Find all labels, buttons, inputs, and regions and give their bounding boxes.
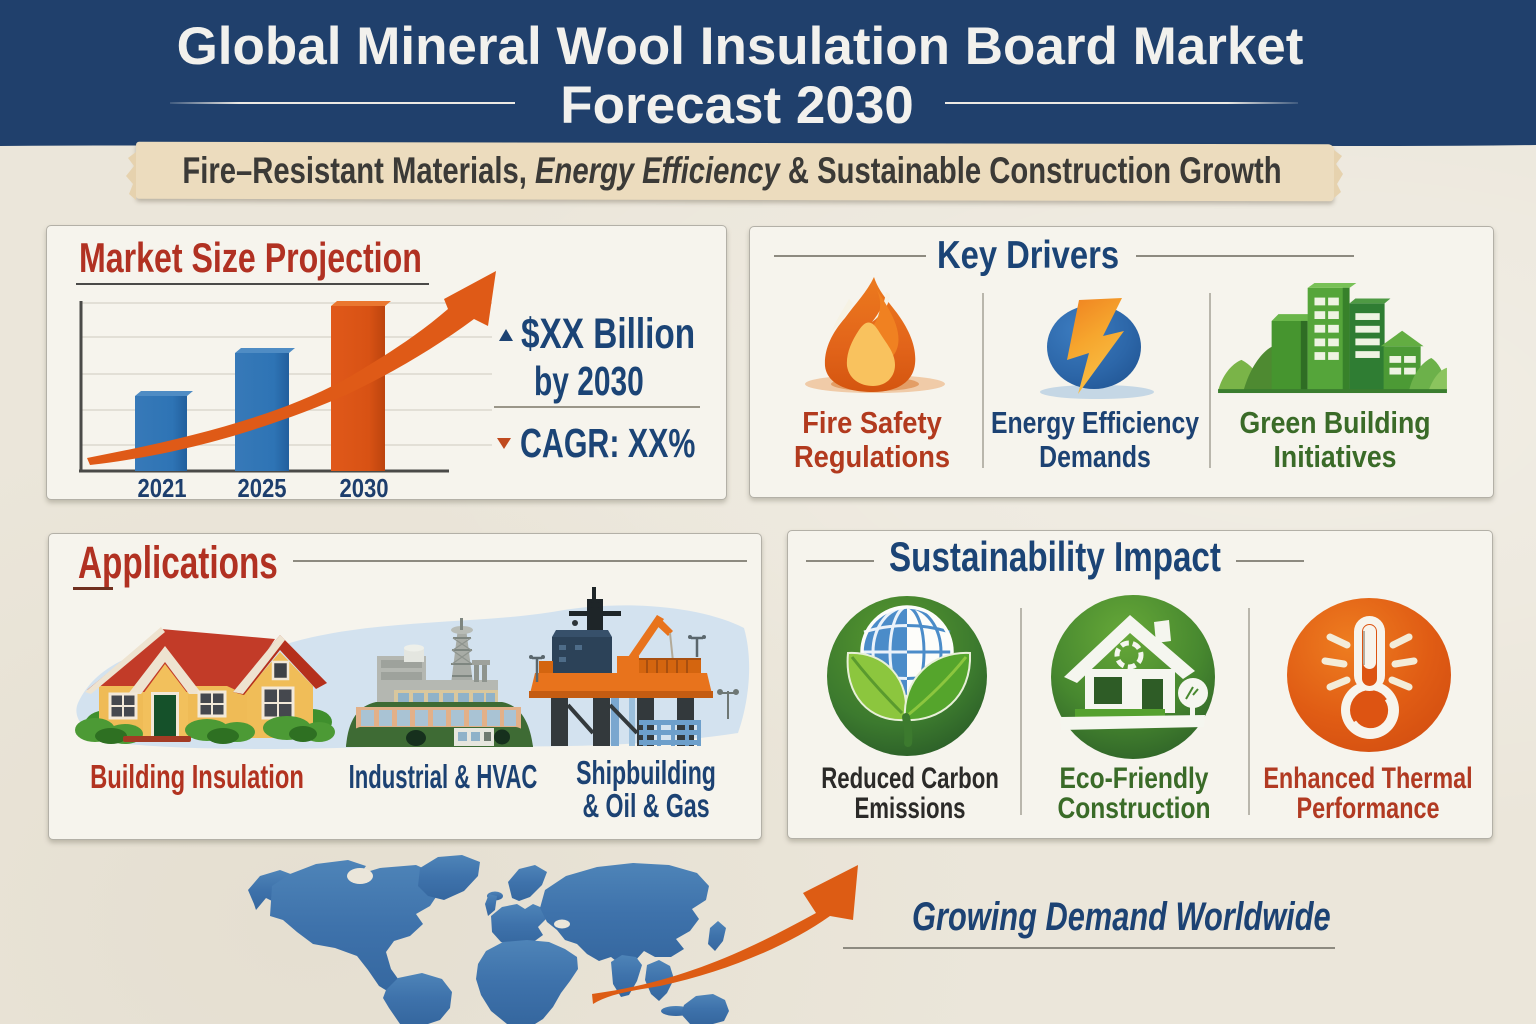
svg-text:2025: 2025 <box>237 474 286 500</box>
svg-text:2030: 2030 <box>339 474 388 500</box>
svg-text:2021: 2021 <box>137 474 186 500</box>
